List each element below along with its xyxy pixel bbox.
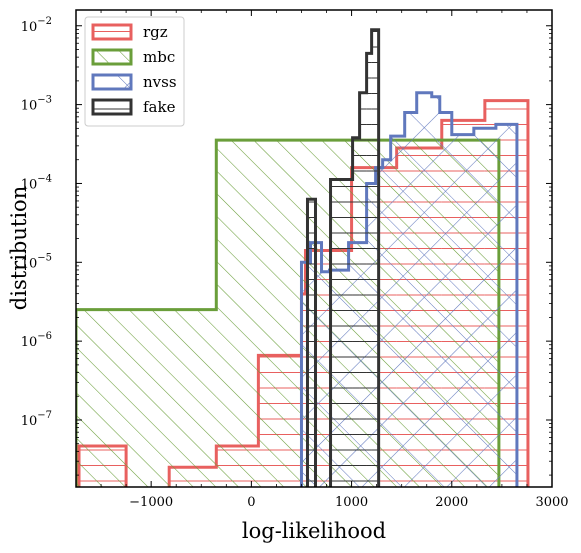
legend-swatch-mbc <box>91 48 133 66</box>
nvss-bar-8 <box>382 159 391 487</box>
y-axis-label: distribution <box>7 186 31 310</box>
plot-frame <box>75 9 553 488</box>
nvss-bar-16 <box>495 124 517 487</box>
legend-label-fake: fake <box>143 98 176 116</box>
fake-bar-1 <box>307 199 316 487</box>
legend-label-nvss: nvss <box>143 73 177 91</box>
fake-bar-3 <box>330 179 353 487</box>
x-tick-label: −1000 <box>129 495 173 510</box>
nvss-bar-15 <box>473 128 496 487</box>
nvss-bar-11 <box>416 92 432 487</box>
legend-swatch-fake <box>91 98 133 116</box>
fake-bar-7 <box>371 29 379 487</box>
x-tick-label: 0 <box>247 495 255 510</box>
y-tick-label: 10−7 <box>21 410 52 429</box>
legend-label-rgz: rgz <box>143 23 168 41</box>
x-axis-label: log-likelihood <box>242 519 386 543</box>
legend-label-mbc: mbc <box>143 48 175 66</box>
fake-bar-4 <box>352 137 360 487</box>
fake-outline <box>305 28 381 487</box>
fake-bar-6 <box>366 53 372 487</box>
nvss-outline <box>299 91 519 487</box>
nvss-bar-10 <box>404 112 417 487</box>
y-tick-label: 10−2 <box>21 16 52 35</box>
series-fake <box>305 28 381 487</box>
legend: rgz mbc nvss fake <box>84 16 185 127</box>
legend-swatch-nvss <box>91 73 133 91</box>
series-layer <box>76 28 530 487</box>
nvss-bar-9 <box>390 136 405 487</box>
y-tick-label: 10−3 <box>21 95 52 114</box>
x-tick-label: 1000 <box>335 495 368 510</box>
nvss-bar-13 <box>439 112 452 487</box>
legend-swatch-rgz <box>91 23 133 41</box>
x-tick-label: 2000 <box>435 495 468 510</box>
ticks-layer: −1000 0 1000 2000 300010−710−610−510−410−310… <box>21 10 569 510</box>
x-tick-label: 3000 <box>535 495 568 510</box>
nvss-bar-12 <box>431 96 440 487</box>
fake-bar-5 <box>359 92 367 487</box>
nvss-bar-14 <box>451 134 474 487</box>
nvss-bar-3 <box>321 271 330 487</box>
y-tick-label: 10−6 <box>21 331 52 350</box>
mbc-bar-1 <box>76 309 217 487</box>
nvss-bar-1 <box>301 262 311 487</box>
